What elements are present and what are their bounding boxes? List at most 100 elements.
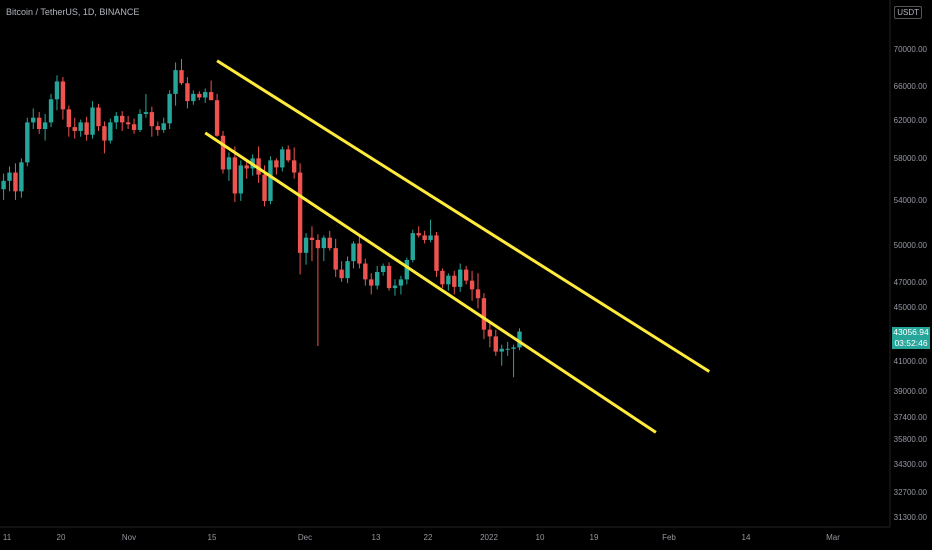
candle[interactable]: [48, 93, 54, 128]
candle[interactable]: [161, 117, 166, 133]
candle[interactable]: [7, 166, 12, 192]
candle[interactable]: [309, 226, 315, 262]
candle[interactable]: [499, 344, 504, 366]
price-axis[interactable]: 70000.00 66000.00 62000.00 58000.00 54000.00…: [894, 45, 928, 522]
candle[interactable]: [72, 117, 77, 139]
candle[interactable]: [19, 158, 24, 198]
candle[interactable]: [238, 160, 243, 201]
candle[interactable]: [125, 115, 131, 130]
candle[interactable]: [167, 90, 172, 130]
candle[interactable]: [363, 258, 368, 286]
currency-label[interactable]: USDT: [894, 6, 922, 19]
candle[interactable]: [517, 328, 522, 351]
candle[interactable]: [120, 111, 125, 131]
candle[interactable]: [428, 219, 433, 243]
candle[interactable]: [452, 270, 457, 295]
candle[interactable]: [256, 146, 261, 183]
candle[interactable]: [191, 90, 196, 105]
candle[interactable]: [434, 231, 439, 277]
candle[interactable]: [440, 268, 445, 289]
candle[interactable]: [232, 146, 238, 203]
candle[interactable]: [446, 273, 451, 291]
candle[interactable]: [155, 121, 160, 136]
candle[interactable]: [481, 293, 487, 340]
channel-lower-line[interactable]: [204, 131, 657, 434]
candle[interactable]: [268, 156, 273, 205]
candle[interactable]: [475, 273, 481, 309]
candle[interactable]: [244, 161, 249, 179]
candle[interactable]: [487, 320, 493, 348]
candle[interactable]: [422, 230, 427, 244]
candle-body: [511, 347, 516, 349]
candle[interactable]: [339, 261, 344, 282]
candle[interactable]: [333, 238, 338, 277]
candle-body: [333, 248, 338, 270]
y-tick-label: 50000.00: [894, 241, 928, 250]
candle[interactable]: [286, 145, 291, 163]
candle-body: [31, 117, 36, 123]
candle[interactable]: [36, 112, 42, 134]
candle[interactable]: [108, 118, 113, 144]
candle[interactable]: [386, 262, 392, 291]
candle[interactable]: [131, 118, 137, 134]
candle[interactable]: [173, 62, 178, 106]
candle[interactable]: [493, 329, 498, 356]
candle[interactable]: [13, 163, 18, 200]
candle[interactable]: [505, 341, 510, 356]
candle[interactable]: [54, 75, 60, 111]
candle[interactable]: [185, 77, 190, 109]
candle[interactable]: [345, 256, 350, 284]
candle[interactable]: [297, 163, 303, 275]
candle[interactable]: [197, 91, 202, 101]
candle[interactable]: [214, 93, 220, 137]
candle[interactable]: [60, 77, 66, 120]
candle[interactable]: [315, 234, 321, 347]
candle[interactable]: [90, 101, 95, 139]
candle[interactable]: [291, 147, 297, 179]
candle[interactable]: [463, 265, 469, 285]
candle[interactable]: [66, 105, 72, 137]
candle[interactable]: [25, 117, 30, 167]
candle[interactable]: [114, 112, 119, 130]
candle[interactable]: [143, 93, 149, 118]
candle[interactable]: [303, 233, 309, 265]
candle[interactable]: [226, 152, 232, 181]
candle[interactable]: [392, 279, 398, 296]
candle[interactable]: [149, 106, 155, 137]
candle[interactable]: [137, 109, 143, 132]
candle[interactable]: [84, 116, 89, 141]
candle[interactable]: [357, 235, 362, 269]
candle[interactable]: [280, 146, 285, 172]
candle[interactable]: [31, 108, 36, 130]
candle[interactable]: [1, 173, 6, 200]
candle[interactable]: [410, 229, 415, 263]
candle[interactable]: [42, 113, 48, 141]
candle[interactable]: [274, 158, 279, 175]
candle[interactable]: [469, 270, 475, 301]
candle[interactable]: [102, 121, 107, 154]
candle[interactable]: [511, 344, 516, 378]
candle-body: [463, 269, 469, 281]
candle[interactable]: [203, 88, 208, 103]
candle[interactable]: [369, 273, 374, 295]
candle[interactable]: [179, 59, 184, 85]
candle[interactable]: [327, 230, 332, 251]
candle[interactable]: [220, 130, 226, 174]
candle[interactable]: [321, 235, 327, 262]
candle[interactable]: [458, 263, 463, 292]
x-tick-label: 19: [590, 533, 599, 542]
candle[interactable]: [416, 226, 421, 238]
candle[interactable]: [404, 257, 410, 285]
channel-upper-line[interactable]: [216, 59, 711, 373]
time-axis[interactable]: 11 20 Nov 15 Dec 13 22 2022 10 19 Feb 14 Mar: [3, 533, 840, 542]
candle-body: [374, 272, 380, 286]
candle[interactable]: [398, 275, 404, 295]
candle[interactable]: [208, 80, 214, 101]
candle[interactable]: [78, 119, 83, 137]
candle[interactable]: [380, 263, 386, 276]
candle[interactable]: [96, 103, 101, 131]
candle[interactable]: [374, 265, 380, 290]
candle[interactable]: [351, 241, 356, 269]
channel-lines-layer[interactable]: [204, 59, 711, 434]
